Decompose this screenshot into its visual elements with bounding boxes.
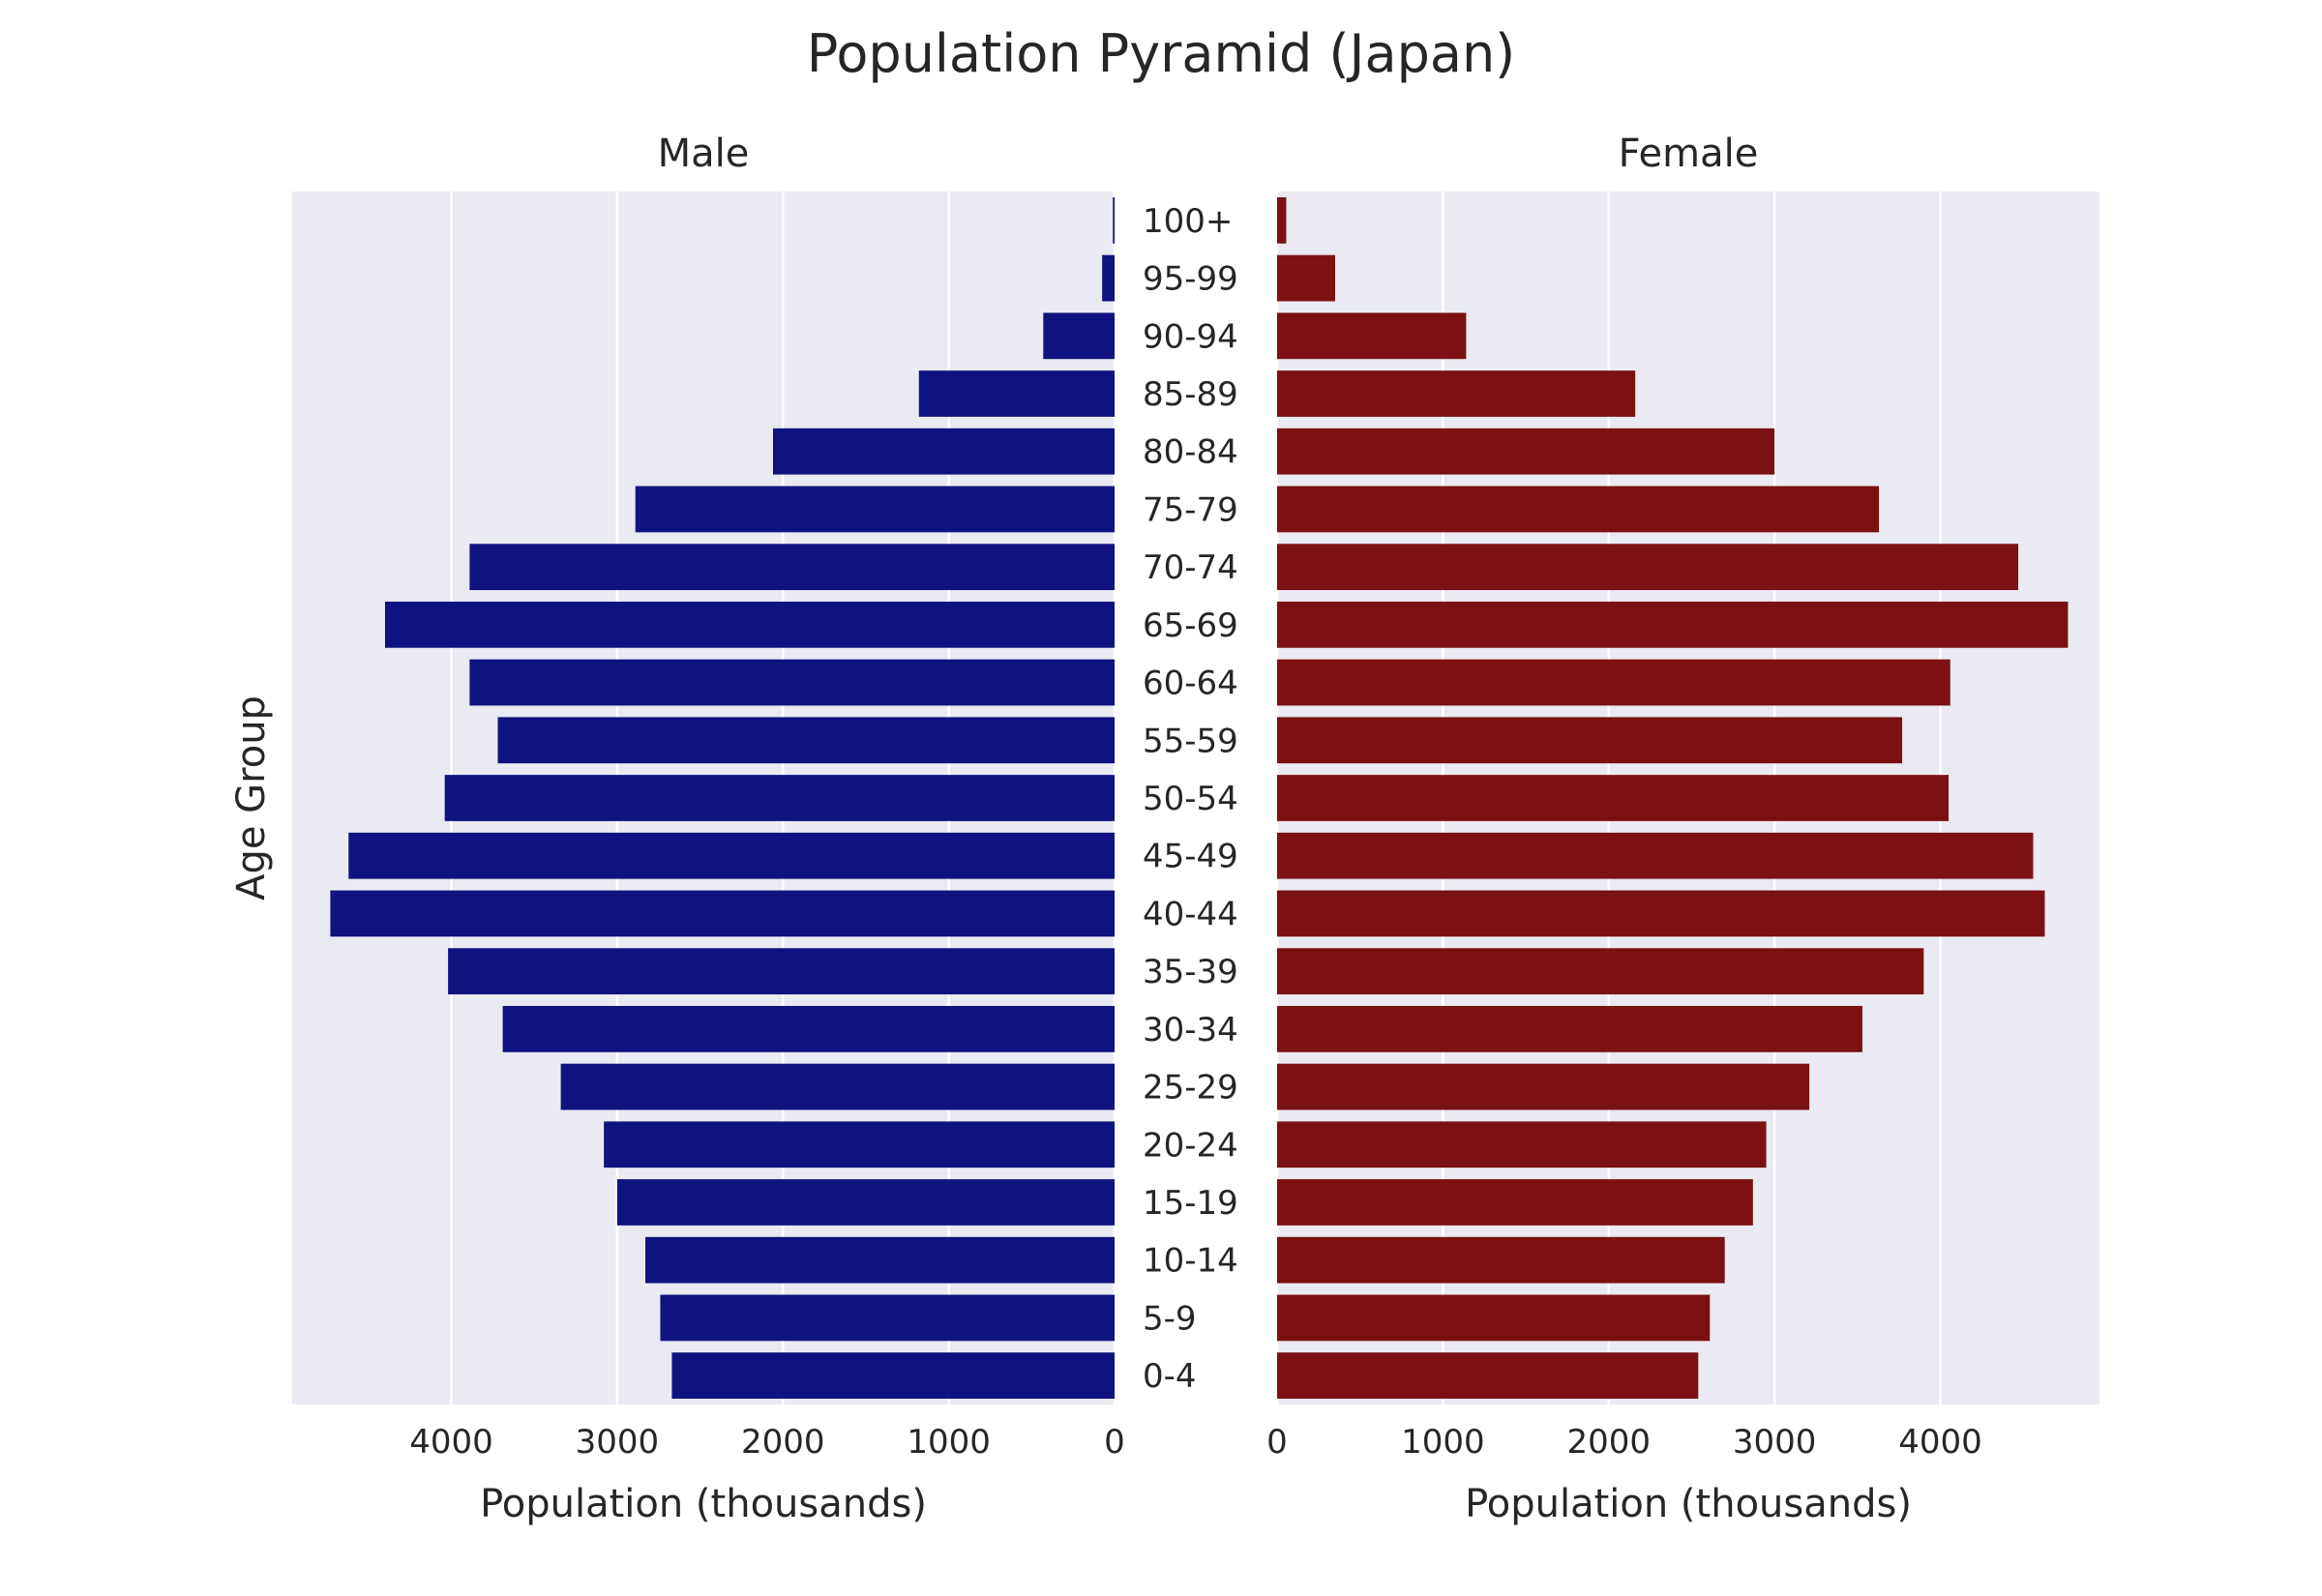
age-group-label: 90-94 <box>1143 317 1238 356</box>
female-bar-0-4 <box>1277 1352 1699 1400</box>
age-group-label: 75-79 <box>1143 490 1238 529</box>
female-x-tick-label: 2000 <box>1566 1423 1651 1462</box>
male-bar-50-54 <box>444 775 1116 821</box>
male-bar-15-19 <box>616 1179 1115 1226</box>
male-x-tick-label: 3000 <box>576 1423 660 1462</box>
male-bar-95-99 <box>1102 254 1115 302</box>
age-group-label: 45-49 <box>1143 838 1238 876</box>
female-bar-5-9 <box>1277 1294 1711 1342</box>
age-group-label: 55-59 <box>1143 722 1238 760</box>
age-group-label: 0-4 <box>1143 1357 1197 1396</box>
male-x-tick-label: 2000 <box>741 1423 825 1462</box>
age-group-label: 80-84 <box>1143 433 1238 472</box>
female-x-tick-label: 0 <box>1266 1423 1288 1462</box>
female-bar-40-44 <box>1277 890 2045 937</box>
age-group-label: 70-74 <box>1143 548 1238 587</box>
male-bar-45-49 <box>348 832 1116 879</box>
female-x-tick-label: 3000 <box>1733 1423 1817 1462</box>
age-group-label: 100+ <box>1143 202 1233 241</box>
female-bar-100+ <box>1277 196 1287 244</box>
age-group-label: 85-89 <box>1143 375 1238 414</box>
male-bar-80-84 <box>772 428 1115 475</box>
male-bar-75-79 <box>635 486 1115 533</box>
age-group-label: 50-54 <box>1143 780 1238 818</box>
female-panel-title: Female <box>1619 132 1759 176</box>
female-bar-90-94 <box>1277 312 1467 360</box>
female-panel: 0 1000 2000 3000 4000 Female Population (thous… <box>1266 132 2099 1526</box>
male-x-tick-label: 0 <box>1104 1423 1125 1462</box>
age-group-label: 15-19 <box>1143 1184 1238 1223</box>
male-bar-35-39 <box>448 948 1115 995</box>
age-group-label: 30-34 <box>1143 1011 1238 1049</box>
male-bar-40-44 <box>330 890 1116 937</box>
female-bar-45-49 <box>1277 832 2034 879</box>
female-bar-10-14 <box>1277 1236 1725 1284</box>
female-bar-20-24 <box>1277 1121 1767 1168</box>
female-x-tick-label: 4000 <box>1898 1423 1982 1462</box>
age-group-label: 10-14 <box>1143 1242 1238 1281</box>
age-group-label: 5-9 <box>1143 1299 1197 1338</box>
chart-title: Population Pyramid (Japan) <box>807 23 1515 84</box>
male-bar-30-34 <box>502 1005 1115 1052</box>
male-bar-20-24 <box>604 1121 1115 1168</box>
male-bar-10-14 <box>645 1236 1115 1284</box>
female-bar-65-69 <box>1277 601 2069 648</box>
female-x-tick-label: 1000 <box>1401 1423 1485 1462</box>
male-bar-25-29 <box>560 1063 1115 1110</box>
female-bar-75-79 <box>1277 486 1880 533</box>
age-group-label: 60-64 <box>1143 665 1238 703</box>
female-bar-35-39 <box>1277 948 1924 995</box>
male-bar-0-4 <box>671 1352 1115 1400</box>
female-bar-50-54 <box>1277 775 1950 821</box>
male-bar-55-59 <box>497 717 1115 764</box>
female-bar-70-74 <box>1277 544 2019 591</box>
female-bar-55-59 <box>1277 717 1903 764</box>
female-bar-95-99 <box>1277 254 1335 302</box>
male-x-tick-label: 4000 <box>409 1423 493 1462</box>
male-panel-title: Male <box>658 132 750 176</box>
age-group-label: 35-39 <box>1143 953 1238 991</box>
male-bar-70-74 <box>469 544 1115 591</box>
male-bar-65-69 <box>384 601 1115 648</box>
male-bar-60-64 <box>469 659 1115 706</box>
male-x-tick-label: 1000 <box>907 1423 991 1462</box>
male-bar-85-89 <box>918 370 1115 417</box>
male-bar-100+ <box>1113 196 1115 244</box>
age-group-label: 20-24 <box>1143 1126 1238 1165</box>
age-group-label: 25-29 <box>1143 1069 1238 1108</box>
male-panel: 4000 3000 2000 1000 0 Male Population (thousan… <box>292 132 1125 1526</box>
female-bar-60-64 <box>1277 659 1950 706</box>
female-bar-80-84 <box>1277 428 1775 475</box>
female-bar-85-89 <box>1277 370 1636 417</box>
age-group-label: 65-69 <box>1143 606 1238 645</box>
female-x-axis-label: Population (thousands) <box>1465 1482 1912 1526</box>
female-bar-25-29 <box>1277 1063 1810 1110</box>
age-group-label: 95-99 <box>1143 260 1238 299</box>
female-bar-30-34 <box>1277 1005 1862 1052</box>
male-bar-90-94 <box>1043 312 1115 360</box>
age-group-label: 40-44 <box>1143 895 1238 933</box>
age-group-labels: 100+ 95-99 90-94 85-89 80-84 75-79 70-74 65-69 6… <box>1143 202 1238 1396</box>
male-bar-5-9 <box>660 1294 1115 1342</box>
male-x-axis-label: Population (thousands) <box>480 1482 927 1526</box>
y-axis-label: Age Group <box>229 695 274 901</box>
female-bar-15-19 <box>1277 1179 1753 1226</box>
